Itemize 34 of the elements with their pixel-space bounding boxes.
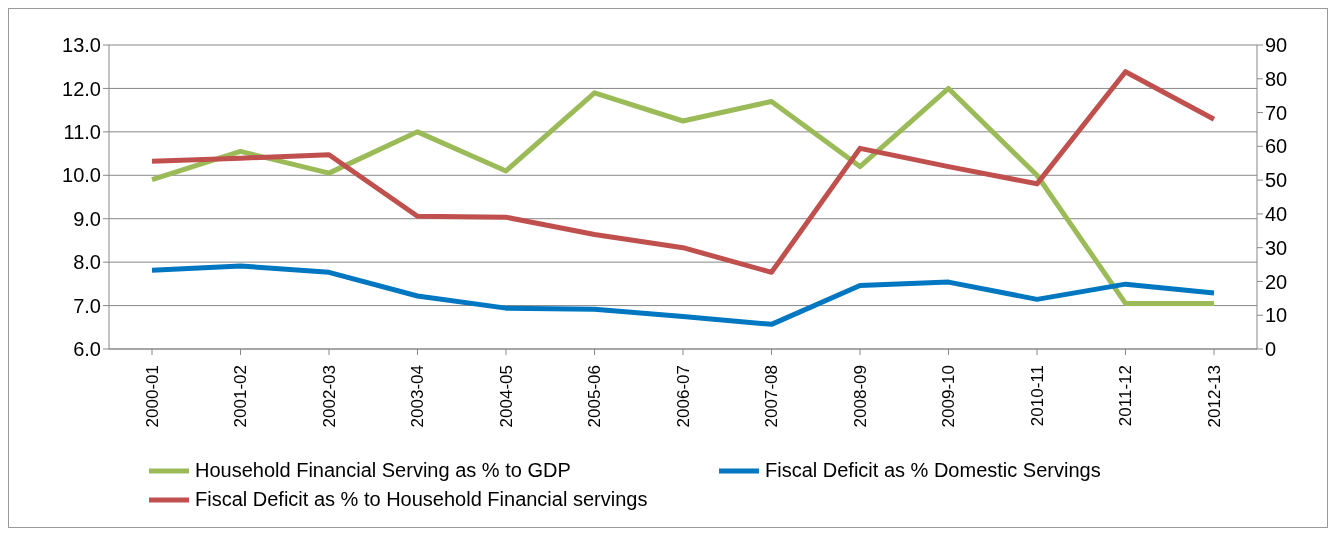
y2-tick-label: 40 bbox=[1265, 202, 1288, 225]
y-tick-label: 9.0 bbox=[73, 207, 101, 230]
y2-tick-label: 20 bbox=[1265, 270, 1288, 293]
y2-tick-label: 30 bbox=[1265, 236, 1288, 259]
y2-tick-label: 80 bbox=[1265, 67, 1288, 90]
x-tick-label: 2011-12 bbox=[1116, 365, 1135, 427]
legend-label: Fiscal Deficit as % Domestic Servings bbox=[765, 459, 1101, 482]
x-tick-label: 2009-10 bbox=[939, 365, 958, 428]
x-tick-label: 2006-07 bbox=[673, 365, 693, 428]
y2-tick-label: 0 bbox=[1265, 338, 1277, 361]
y-tick-label: 12.0 bbox=[62, 77, 101, 100]
y-tick-label: 10.0 bbox=[62, 164, 101, 187]
x-tick-label: 2010-11 bbox=[1027, 365, 1047, 427]
y-tick-label: 13.0 bbox=[62, 34, 101, 57]
y2-tick-label: 70 bbox=[1265, 101, 1288, 124]
y2-tick-label: 60 bbox=[1265, 135, 1288, 158]
y-tick-label: 7.0 bbox=[73, 294, 101, 317]
y2-tick-label: 10 bbox=[1265, 304, 1288, 327]
x-tick-label: 2000-01 bbox=[142, 365, 162, 428]
y-tick-label: 6.0 bbox=[73, 338, 101, 361]
x-tick-label: 2002-03 bbox=[319, 365, 339, 428]
x-tick-label: 2008-09 bbox=[850, 365, 870, 428]
y2-tick-label: 90 bbox=[1265, 34, 1288, 57]
y-tick-label: 8.0 bbox=[73, 251, 101, 274]
x-tick-label: 2004-05 bbox=[496, 365, 516, 428]
x-tick-label: 2003-04 bbox=[408, 365, 427, 428]
legend-label: Fiscal Deficit as % to Household Financial servings bbox=[195, 488, 648, 511]
x-tick-label: 2001-02 bbox=[231, 365, 250, 428]
y2-tick-label: 50 bbox=[1265, 169, 1288, 192]
legend-label: Household Financial Serving as % to GDP bbox=[195, 459, 571, 482]
x-tick-label: 2005-06 bbox=[585, 365, 604, 428]
x-tick-label: 2007-08 bbox=[762, 365, 781, 428]
y-tick-label: 11.0 bbox=[63, 120, 101, 143]
x-tick-label: 2012-13 bbox=[1204, 365, 1224, 428]
